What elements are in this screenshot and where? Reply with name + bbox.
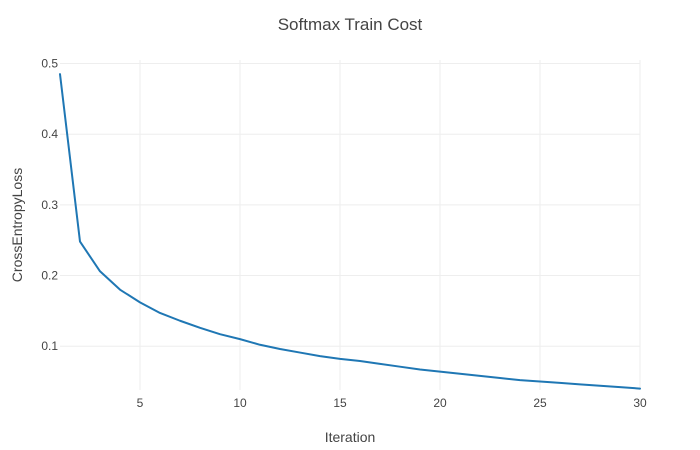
x-tick-label: 5 [137, 396, 144, 410]
y-tick-label: 0.1 [41, 339, 58, 353]
y-tick-label: 0.2 [41, 269, 58, 283]
x-axis-label: Iteration [325, 429, 376, 445]
y-axis-label: CrossEntropyLoss [9, 168, 25, 282]
x-tick-label: 15 [333, 396, 347, 410]
x-tick-label: 25 [533, 396, 547, 410]
x-tick-label: 10 [233, 396, 247, 410]
y-tick-label: 0.4 [41, 127, 58, 141]
y-tick-label: 0.3 [41, 198, 58, 212]
y-tick-label: 0.5 [41, 57, 58, 71]
x-tick-label: 20 [433, 396, 447, 410]
chart-title: Softmax Train Cost [278, 15, 423, 34]
x-tick-label: 30 [633, 396, 647, 410]
